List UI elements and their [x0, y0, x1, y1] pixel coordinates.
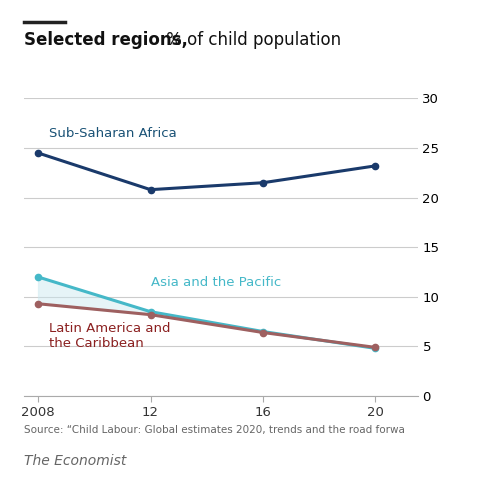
- Text: Selected regions,: Selected regions,: [24, 31, 188, 49]
- Text: The Economist: The Economist: [24, 454, 126, 468]
- Text: Sub-Saharan Africa: Sub-Saharan Africa: [49, 127, 177, 140]
- Text: Source: “Child Labour: Global estimates 2020, trends and the road forwa: Source: “Child Labour: Global estimates …: [24, 425, 405, 435]
- Text: Asia and the Pacific: Asia and the Pacific: [151, 276, 281, 289]
- Text: % of child population: % of child population: [161, 31, 341, 49]
- Text: Latin America and
the Caribbean: Latin America and the Caribbean: [49, 322, 171, 349]
